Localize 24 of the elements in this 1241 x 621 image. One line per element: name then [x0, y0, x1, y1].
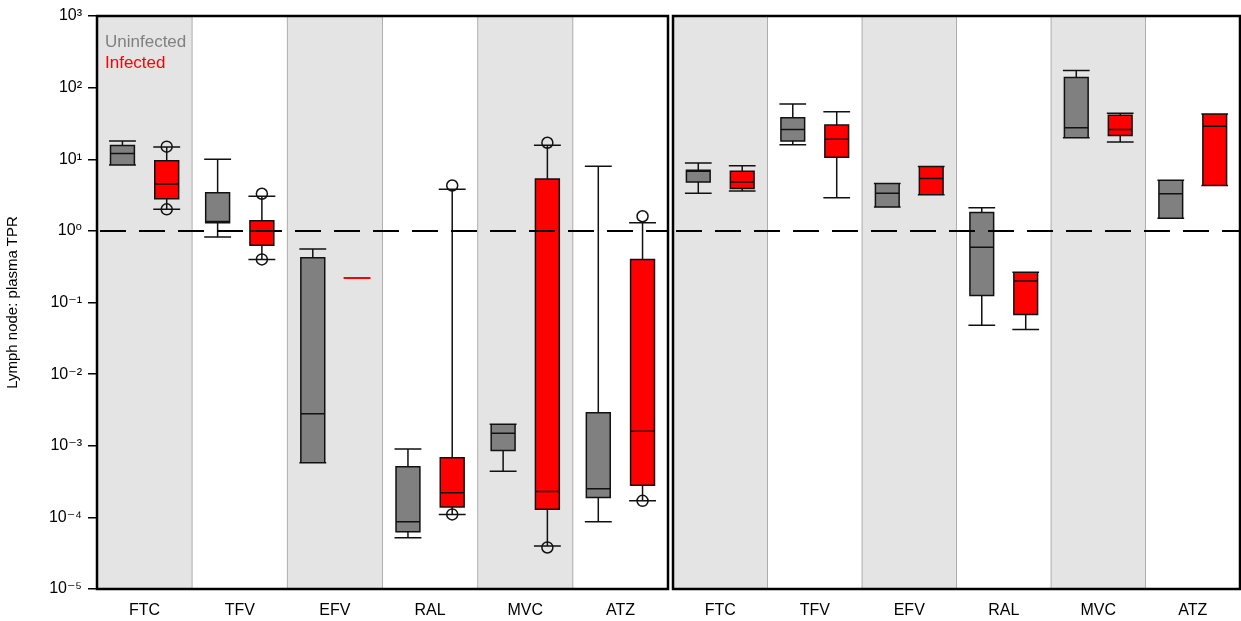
y-tick-label: 10⁻⁵ — [49, 579, 82, 597]
y-tick-label: 10⁻³ — [50, 436, 83, 454]
x-tick-label: ATZ — [1178, 601, 1208, 619]
y-tick-label: 10⁻⁴ — [48, 507, 83, 525]
x-tick-label: MVC — [1080, 601, 1117, 619]
x-tick-label: FTC — [704, 601, 736, 619]
x-tick-label: RAL — [988, 601, 1020, 619]
x-tick-label: FTC — [129, 601, 161, 619]
y-tick-label: 10² — [58, 78, 83, 96]
x-tick-label: EFV — [319, 601, 351, 619]
x-tick-label: TFV — [224, 601, 256, 619]
y-tick-label: 10³ — [58, 6, 83, 24]
y-tick-label: 10⁻¹ — [50, 292, 82, 310]
y-tick-label: 10¹ — [58, 149, 82, 167]
text: Infected — [105, 53, 166, 73]
text: Uninfected — [105, 32, 187, 52]
y-axis-title: Lymph node: plasma TPR — [3, 216, 21, 389]
y-tick-label: 10⁰ — [57, 221, 82, 239]
y-tick-label: 10⁻² — [50, 364, 83, 382]
x-tick-label: EFV — [893, 601, 926, 619]
x-tick-label: RAL — [414, 601, 446, 619]
x-tick-label: MVC — [507, 601, 544, 619]
x-tick-label: TFV — [799, 601, 831, 619]
x-tick-label: ATZ — [605, 601, 636, 619]
